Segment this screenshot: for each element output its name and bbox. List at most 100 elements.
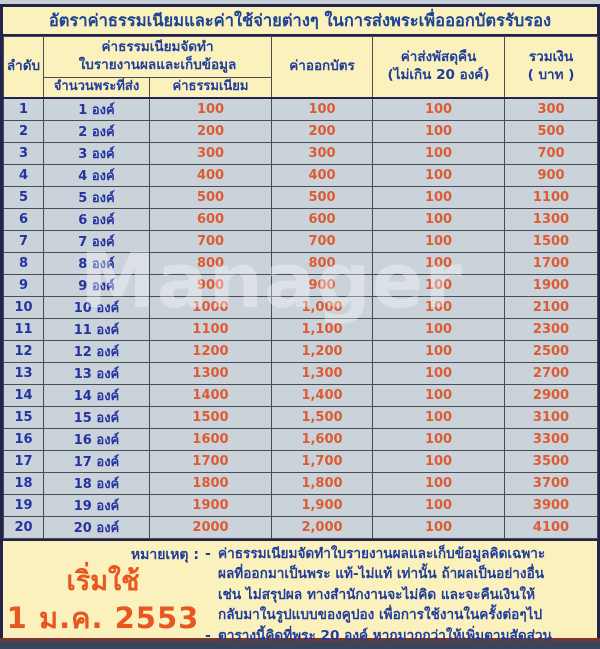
table-row: 18 18 องค์ 1800 1,800 100 3700: [3, 471, 599, 495]
cell-qty: 11 องค์: [43, 317, 150, 341]
cell-card: 300: [271, 141, 374, 165]
effective-label: เริ่มใช้: [66, 565, 140, 597]
cell-card: 100: [271, 97, 374, 121]
table-row: 14 14 องค์ 1400 1,400 100 2900: [3, 383, 599, 407]
cell-no: 4: [3, 163, 44, 187]
cell-total: 3900: [504, 493, 599, 517]
note-text: ค่าธรรมเนียมจัดทำใบรายงานผลและเก็บข้อมูล…: [218, 545, 546, 624]
cell-qty: 5 องค์: [43, 185, 150, 209]
cell-postage: 100: [372, 295, 506, 319]
cell-qty: 7 องค์: [43, 229, 150, 253]
cell-no: 6: [3, 207, 44, 231]
cell-no: 5: [3, 185, 44, 209]
cell-no: 19: [3, 493, 44, 517]
cell-postage: 100: [372, 383, 506, 407]
cell-fee: 400: [148, 163, 273, 187]
cell-fee: 1600: [148, 427, 273, 451]
cell-fee: 300: [148, 141, 273, 165]
table-frame: อัตราค่าธรรมเนียมและค่าใช้จ่ายต่างๆ ในกา…: [0, 4, 600, 644]
cell-fee: 200: [148, 119, 273, 143]
cell-fee: 900: [148, 273, 273, 297]
cell-postage: 100: [372, 163, 506, 187]
cell-postage: 100: [372, 493, 506, 517]
cell-total: 1300: [504, 207, 599, 231]
column-header-no: ลำดับ: [3, 36, 44, 98]
cell-qty: 20 องค์: [43, 515, 150, 539]
cell-postage: 100: [372, 185, 506, 209]
cell-card: 1,400: [271, 383, 374, 407]
cell-postage: 100: [372, 273, 506, 297]
cell-card: 600: [271, 207, 374, 231]
cell-card: 700: [271, 229, 374, 253]
cell-fee: 600: [148, 207, 273, 231]
cell-qty: 13 องค์: [43, 361, 150, 385]
column-header-qty: จำนวนพระที่ส่ง: [43, 77, 150, 98]
cell-qty: 4 องค์: [43, 163, 150, 187]
cell-qty: 18 องค์: [43, 471, 150, 495]
cell-no: 11: [3, 317, 44, 341]
cell-total: 700: [504, 141, 599, 165]
cell-qty: 14 องค์: [43, 383, 150, 407]
cell-fee: 1900: [148, 493, 273, 517]
cell-card: 900: [271, 273, 374, 297]
note-item: - ตารางนี้คิดที่พระ 20 องค์ หากมากกว่าให…: [205, 626, 597, 647]
cell-postage: 100: [372, 361, 506, 385]
cell-total: 2300: [504, 317, 599, 341]
notes-list: - ค่าธรรมเนียมจัดทำใบรายงานผลและเก็บข้อม…: [205, 544, 597, 647]
cell-postage: 100: [372, 317, 506, 341]
cell-card: 800: [271, 251, 374, 275]
cell-qty: 6 องค์: [43, 207, 150, 231]
cell-card: 1,600: [271, 427, 374, 451]
cell-no: 12: [3, 339, 44, 363]
cell-no: 20: [3, 515, 44, 539]
cell-postage: 100: [372, 251, 506, 275]
cell-total: 3300: [504, 427, 599, 451]
cell-fee: 1000: [148, 295, 273, 319]
bullet-dash-icon: -: [205, 627, 211, 644]
cell-total: 900: [504, 163, 599, 187]
cell-total: 3100: [504, 405, 599, 429]
column-header-fee-group: ค่าธรรมเนียมจัดทำ ใบรายงานผลและเก็บข้อมู…: [42, 36, 273, 78]
cell-postage: 100: [372, 515, 506, 539]
cell-postage: 100: [372, 339, 506, 363]
cell-no: 1: [3, 97, 44, 121]
cell-no: 15: [3, 405, 44, 429]
cell-postage: 100: [372, 405, 506, 429]
cell-fee: 100: [148, 97, 273, 121]
cell-total: 1900: [504, 273, 599, 297]
cell-qty: 8 องค์: [43, 251, 150, 275]
fee-table: ลำดับ ค่าธรรมเนียมจัดทำ ใบรายงานผลและเก็…: [3, 36, 599, 539]
cell-total: 3700: [504, 471, 599, 495]
top-strip: [0, 0, 600, 4]
cell-fee: 500: [148, 185, 273, 209]
cell-card: 500: [271, 185, 374, 209]
cell-no: 18: [3, 471, 44, 495]
cell-fee: 1200: [148, 339, 273, 363]
cell-no: 9: [3, 273, 44, 297]
bullet-dash-icon: -: [205, 545, 211, 562]
cell-postage: 100: [372, 119, 506, 143]
column-header-total: รวมเงิน ( บาท ): [504, 36, 599, 98]
cell-total: 1700: [504, 251, 599, 275]
cell-fee: 1400: [148, 383, 273, 407]
footer-note-area: หมายเหตุ : - ค่าธรรมเนียมจัดทำใบรายงานผล…: [3, 538, 597, 644]
cell-total: 2900: [504, 383, 599, 407]
table-row: 12 12 องค์ 1200 1,200 100 2500: [3, 339, 599, 363]
cell-total: 3500: [504, 449, 599, 473]
cell-total: 2100: [504, 295, 599, 319]
table-row: 10 10 องค์ 1000 1,000 100 2100: [3, 295, 599, 319]
cell-qty: 16 องค์: [43, 427, 150, 451]
column-header-fee: ค่าธรรมเนียม: [148, 77, 273, 98]
column-header-card: ค่าออกบัตร: [271, 36, 374, 98]
cell-no: 8: [3, 251, 44, 275]
cell-card: 1,000: [271, 295, 374, 319]
cell-card: 1,200: [271, 339, 374, 363]
cell-qty: 19 องค์: [43, 493, 150, 517]
cell-fee: 700: [148, 229, 273, 253]
cell-total: 300: [504, 97, 599, 121]
